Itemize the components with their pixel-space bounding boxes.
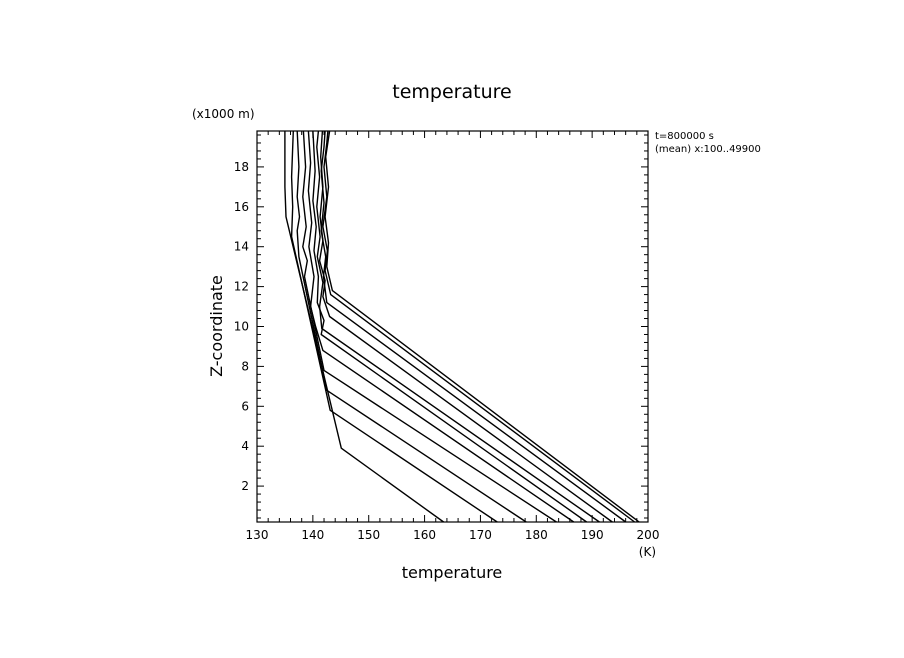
x-tick-label: 190 [581, 528, 604, 542]
tick-layer: 130 140 150 160 170 180 190 200 2 4 6 8 10 12 14 16 18 [234, 131, 660, 542]
x-unit-label: (K) [639, 545, 656, 559]
profile-line-5 [307, 130, 575, 523]
profile-line-7 [316, 130, 600, 523]
y-tick-label: 16 [234, 200, 249, 214]
x-tick-label: 180 [525, 528, 548, 542]
y-tick-label: 10 [234, 320, 249, 334]
x-tick-label: 170 [469, 528, 492, 542]
x-tick-label: 140 [301, 528, 324, 542]
y-tick-label: 4 [241, 439, 249, 453]
y-unit-label: (x1000 m) [192, 107, 255, 121]
profile-line-10 [322, 130, 636, 523]
x-tick-label: 130 [246, 528, 269, 542]
y-tick-label: 12 [234, 280, 249, 294]
x-axis-title: temperature [402, 563, 503, 582]
profile-line-11 [324, 130, 640, 523]
chart-title: temperature [392, 81, 511, 103]
mean-range-annotation: (mean) x:100..49900 [655, 144, 761, 155]
y-tick-label: 8 [241, 359, 249, 373]
profile-line-1 [284, 131, 445, 523]
x-tick-label: 160 [413, 528, 436, 542]
x-tick-label: 150 [357, 528, 380, 542]
x-tick-label: 200 [637, 528, 660, 542]
time-annotation: t=800000 s [655, 131, 714, 142]
y-tick-label: 18 [234, 160, 249, 174]
y-axis-title: Z-coordinate [207, 275, 226, 377]
profile-line-4 [302, 130, 557, 523]
profile-line-2 [290, 130, 498, 523]
y-tick-label: 2 [241, 479, 249, 493]
series-layer [284, 130, 640, 523]
profile-line-9 [320, 130, 627, 523]
y-tick-label: 14 [234, 240, 249, 254]
plot-frame [256, 130, 649, 523]
profile-line-6 [312, 130, 588, 523]
profile-line-3 [296, 130, 527, 523]
y-tick-label: 6 [241, 399, 249, 413]
